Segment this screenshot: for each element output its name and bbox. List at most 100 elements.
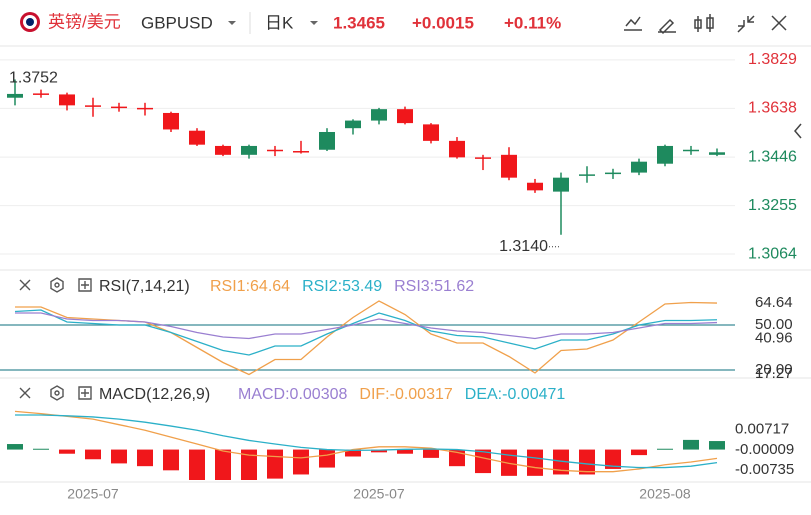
y-tick-label: 1.3064	[748, 245, 797, 262]
macd-title: MACD(12,26,9)	[99, 386, 210, 403]
candle-body	[371, 109, 387, 121]
legend-entry: RSI1:64.64	[210, 278, 290, 295]
macd-bar	[111, 449, 127, 464]
macd-bar	[423, 449, 439, 458]
macd-bar	[33, 448, 49, 450]
candle-body	[33, 93, 49, 95]
macd-bar	[215, 449, 231, 480]
candle-body	[111, 106, 127, 109]
period[interactable]: 日K	[265, 13, 294, 32]
y-tick-label: 17.27	[755, 365, 793, 382]
y-tick-label: 0.00717	[735, 421, 789, 438]
tool-expand[interactable]	[737, 15, 755, 33]
candle-body	[293, 151, 309, 153]
macd-bar	[709, 441, 725, 450]
x-tick-label: 2025-08	[639, 486, 691, 502]
candle-body	[345, 120, 361, 129]
macd-line	[15, 414, 718, 469]
high-label: 1.3752	[9, 70, 58, 87]
legend-entry: RSI2:53.49	[302, 278, 382, 295]
macd-bar	[579, 449, 595, 475]
y-tick-label: 1.3638	[748, 100, 797, 117]
macd-line	[14, 410, 718, 473]
dropdown-arrow[interactable]	[310, 21, 318, 25]
rsi-title: RSI(7,14,21)	[99, 278, 190, 295]
macd-bar	[189, 449, 205, 480]
macd-bar	[293, 449, 309, 475]
macd-bar	[85, 449, 101, 460]
legend-entry: MACD:0.00308	[238, 386, 347, 403]
macd-bar	[163, 449, 179, 471]
candle-body	[319, 131, 335, 150]
candle-body	[553, 177, 569, 192]
y-tick-label: 64.64	[755, 294, 793, 311]
tool-line[interactable]	[624, 16, 642, 31]
macd-bar	[267, 449, 283, 479]
change: +0.0015	[412, 13, 474, 32]
low-label: 1.3140	[499, 238, 548, 255]
candle-body	[475, 157, 491, 159]
tool-close[interactable]	[771, 15, 787, 31]
candle-body	[7, 93, 23, 98]
legend-entry: DIF:-0.00317	[359, 386, 452, 403]
macd-bar	[475, 449, 491, 474]
y-tick-label: 20.00	[755, 361, 793, 378]
pane-icons	[19, 277, 92, 401]
candle-body	[449, 140, 465, 158]
candle-body	[657, 145, 673, 164]
candle-body	[397, 109, 413, 124]
y-tick-label: -0.00009	[735, 441, 794, 458]
candle-body	[631, 161, 647, 173]
x-tick-label: 2025-07	[353, 486, 405, 502]
macd-bar	[7, 444, 23, 450]
tool-candle[interactable]	[694, 14, 714, 32]
macd-bar	[371, 449, 387, 453]
add-icon[interactable]	[78, 278, 92, 292]
y-tick-label: 40.96	[755, 330, 793, 347]
close-icon[interactable]	[19, 279, 31, 291]
macd-bar	[605, 449, 621, 469]
y-tick-label: 1.3446	[748, 148, 797, 165]
macd-bar	[345, 449, 361, 457]
legend-entry: RSI3:51.62	[394, 278, 474, 295]
macd-bar	[241, 449, 257, 480]
candle-body	[527, 182, 543, 191]
candle-body	[189, 130, 205, 145]
collapse-arrow[interactable]	[794, 123, 802, 139]
candle-body	[423, 124, 439, 141]
dropdown-arrow[interactable]	[228, 21, 236, 25]
macd-bar	[397, 449, 413, 454]
macd-bar	[59, 449, 75, 454]
close-icon[interactable]	[19, 387, 31, 399]
candle-body	[59, 94, 75, 106]
candle-body	[241, 145, 257, 155]
rsi-line	[15, 312, 718, 340]
symbol[interactable]: GBPUSD	[141, 13, 213, 32]
x-tick-label: 2025-07	[67, 486, 119, 502]
candle-body	[215, 145, 231, 155]
macd-bar	[319, 449, 335, 468]
candle-body	[501, 154, 517, 178]
candle-body	[163, 112, 179, 130]
macd-bar	[137, 449, 153, 467]
macd-bar	[553, 449, 569, 475]
candle-body	[579, 174, 595, 176]
toolbar	[624, 14, 802, 139]
macd-bar	[657, 448, 673, 450]
change-pct: +0.11%	[504, 13, 561, 32]
settings-icon[interactable]	[50, 385, 64, 401]
macd-bar	[683, 439, 699, 450]
add-icon[interactable]	[78, 386, 92, 400]
candle-body	[683, 149, 699, 152]
candle-body	[85, 105, 101, 107]
candle-body	[605, 172, 621, 175]
price: 1.3465	[333, 13, 385, 32]
settings-icon[interactable]	[50, 277, 64, 293]
y-tick-label: -0.00735	[735, 461, 794, 478]
y-tick-label: 1.3255	[748, 197, 797, 214]
pair-name[interactable]: 英镑/美元	[48, 12, 121, 31]
tool-draw[interactable]	[658, 18, 676, 35]
macd-bar	[631, 449, 647, 456]
